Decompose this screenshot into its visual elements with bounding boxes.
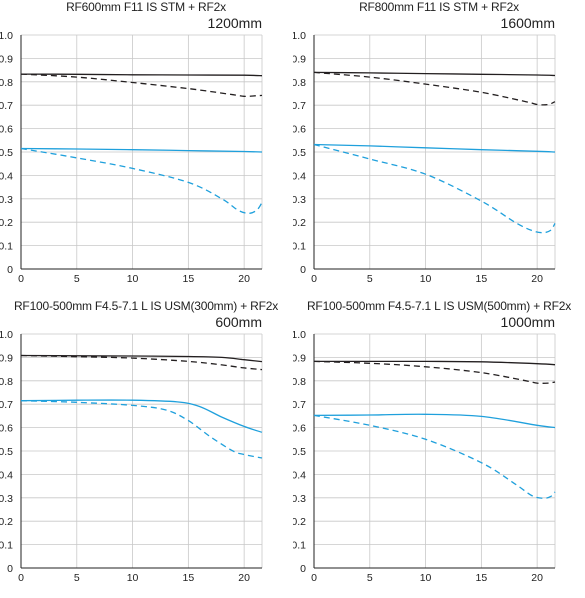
y-tick-label: 0.1 — [293, 241, 306, 253]
panel-title: RF600mm F11 IS STM + RF2x — [66, 0, 226, 14]
y-tick-label: 0.2 — [0, 217, 13, 229]
y-tick-label: 0.4 — [293, 170, 306, 182]
x-tick-label: 10 — [420, 273, 432, 285]
panel-title: RF100-500mm F4.5-7.1 L IS USM(500mm) + R… — [306, 299, 572, 313]
x-tick-label: 20 — [531, 273, 543, 285]
y-tick-label: 1.0 — [293, 329, 306, 341]
y-tick-label: 0.6 — [293, 423, 306, 435]
x-tick-label: 20 — [238, 273, 250, 285]
y-tick-label: 0.7 — [0, 399, 13, 411]
y-tick-label: 0.5 — [0, 147, 13, 159]
mtf-curve-3 — [20, 147, 263, 153]
y-tick-label: 0.4 — [293, 469, 306, 481]
x-tick-label: 10 — [127, 273, 139, 285]
x-tick-label: 10 — [420, 572, 432, 584]
x-tick-label: 5 — [367, 572, 373, 584]
mtf-curve-4 — [20, 147, 263, 214]
y-tick-label: 0.1 — [0, 540, 13, 552]
y-tick-label: 0.6 — [293, 124, 306, 136]
panel-title: RF100-500mm F4.5-7.1 L IS USM(300mm) + R… — [13, 299, 279, 313]
x-tick-label: 15 — [476, 572, 488, 584]
mtf-plot: 0 0.1 0.2 0.3 0.4 0.5 0.6 0.7 0.8 0.9 1.0 0 5 10 15 20 1… — [293, 314, 556, 584]
mtf-plot: 0 0.1 0.2 0.3 0.4 0.5 0.6 0.7 0.8 0.9 1.0 0 5 10 15 20 1… — [293, 15, 556, 285]
mtf-curve-1 — [313, 71, 556, 77]
y-tick-label: 1.0 — [0, 329, 13, 341]
y-tick-label: 0 — [7, 563, 13, 575]
y-tick-label: 0 — [300, 563, 306, 575]
y-tick-label: 0.9 — [0, 352, 13, 364]
focal-length-label: 1000mm — [501, 314, 555, 330]
x-tick-label: 10 — [127, 572, 139, 584]
focal-length-label: 1200mm — [208, 15, 262, 31]
mtf-curve-4 — [313, 143, 556, 234]
mtf-curve-1 — [20, 354, 263, 363]
x-tick-label: 20 — [531, 572, 543, 584]
mtf-curve-3 — [20, 399, 263, 433]
y-tick-label: 0.9 — [293, 53, 306, 65]
mtf-panel-rf600: RF600mm F11 IS STM + RF2x 0 0.1 0.2 0.3 0.4 0… — [0, 0, 292, 299]
panel-title: RF800mm F11 IS STM + RF2x — [359, 0, 519, 14]
y-tick-label: 0.2 — [293, 516, 306, 528]
y-tick-label: 0 — [7, 264, 13, 276]
mtf-panel-rf100-500-500mm: RF100-500mm F4.5-7.1 L IS USM(500mm) + R… — [293, 299, 585, 598]
x-tick-label: 0 — [18, 572, 24, 584]
mtf-curve-2 — [313, 360, 556, 384]
mtf-curve-3 — [313, 413, 556, 429]
y-tick-label: 0 — [300, 264, 306, 276]
y-tick-label: 0.3 — [293, 493, 306, 505]
x-tick-label: 5 — [74, 572, 80, 584]
y-tick-label: 0.8 — [0, 376, 13, 388]
y-tick-label: 0.5 — [293, 446, 306, 458]
mtf-plot: 0 0.1 0.2 0.3 0.4 0.5 0.6 0.7 0.8 0.9 1.0 0 5 10 15 20 1… — [0, 15, 263, 285]
y-tick-label: 0.2 — [0, 516, 13, 528]
y-tick-label: 0.2 — [293, 217, 306, 229]
y-tick-label: 0.7 — [293, 399, 306, 411]
mtf-curve-4 — [20, 400, 263, 459]
y-tick-label: 0.3 — [293, 194, 306, 206]
x-tick-label: 0 — [311, 572, 317, 584]
x-tick-label: 20 — [238, 572, 250, 584]
y-tick-label: 0.5 — [293, 147, 306, 159]
focal-length-label: 600mm — [215, 314, 262, 330]
mtf-curve-4 — [313, 414, 556, 499]
y-tick-label: 0.7 — [293, 100, 306, 112]
mtf-curve-2 — [20, 73, 263, 97]
y-tick-label: 0.7 — [0, 100, 13, 112]
y-tick-label: 1.0 — [0, 30, 13, 42]
focal-length-label: 1600mm — [501, 15, 555, 31]
x-tick-label: 5 — [367, 273, 373, 285]
x-tick-label: 5 — [74, 273, 80, 285]
mtf-curve-3 — [313, 143, 556, 153]
x-tick-label: 0 — [18, 273, 24, 285]
mtf-curve-1 — [20, 73, 263, 77]
y-tick-label: 0.8 — [293, 376, 306, 388]
y-tick-label: 0.6 — [0, 423, 13, 435]
y-tick-label: 0.3 — [0, 194, 13, 206]
x-tick-label: 15 — [183, 572, 195, 584]
y-tick-label: 0.5 — [0, 446, 13, 458]
mtf-panel-rf800: RF800mm F11 IS STM + RF2x 0 0.1 0.2 0.3 0.4 0… — [293, 0, 585, 299]
y-tick-label: 0.1 — [0, 241, 13, 253]
x-tick-label: 15 — [183, 273, 195, 285]
y-tick-label: 0.8 — [293, 77, 306, 89]
mtf-panel-rf100-500-300mm: RF100-500mm F4.5-7.1 L IS USM(300mm) + R… — [0, 299, 292, 598]
mtf-plot: 0 0.1 0.2 0.3 0.4 0.5 0.6 0.7 0.8 0.9 1.0 0 5 10 15 20 6… — [0, 314, 263, 584]
y-tick-label: 0.4 — [0, 170, 13, 182]
y-tick-label: 0.3 — [0, 493, 13, 505]
y-tick-label: 0.6 — [0, 124, 13, 136]
x-tick-label: 0 — [311, 273, 317, 285]
mtf-curve-2 — [20, 354, 263, 371]
y-tick-label: 0.4 — [0, 469, 13, 481]
y-tick-label: 1.0 — [293, 30, 306, 42]
y-tick-label: 0.1 — [293, 540, 306, 552]
x-tick-label: 15 — [476, 273, 488, 285]
y-tick-label: 0.8 — [0, 77, 13, 89]
mtf-curve-2 — [313, 71, 556, 106]
y-tick-label: 0.9 — [293, 352, 306, 364]
y-tick-label: 0.9 — [0, 53, 13, 65]
mtf-curve-1 — [313, 360, 556, 366]
